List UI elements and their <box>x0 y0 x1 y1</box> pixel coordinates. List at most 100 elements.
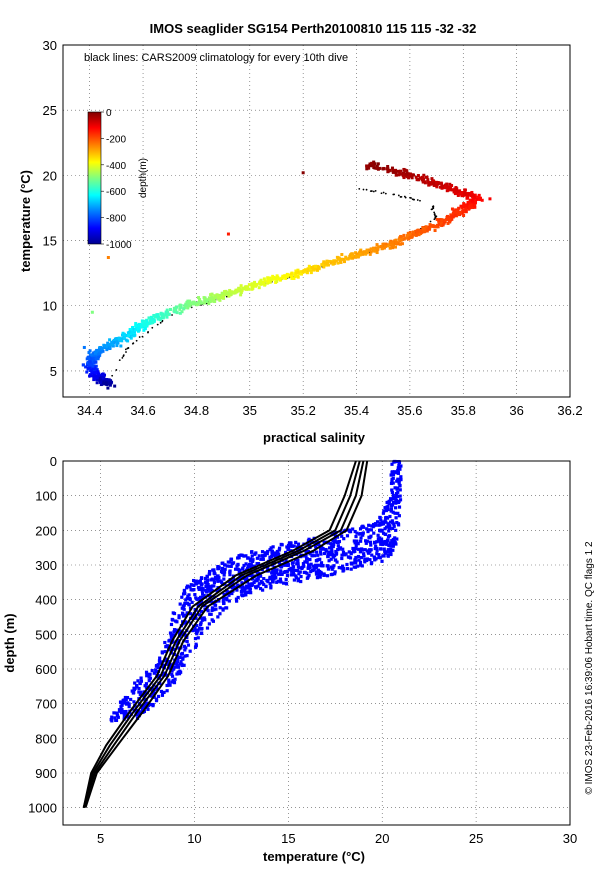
tz-data-point <box>304 557 309 561</box>
ts-data-point <box>85 370 89 374</box>
tz-data-point <box>209 612 213 616</box>
ts-data-point <box>458 211 462 215</box>
ts-data-point <box>314 264 318 268</box>
ts-data-point <box>422 229 426 233</box>
ts-data-point <box>134 328 138 332</box>
ts-data-point <box>449 213 453 217</box>
ts-data-point <box>351 256 355 260</box>
ts-data-point <box>192 302 196 306</box>
ts-data-point <box>281 275 285 279</box>
ts-data-point <box>217 297 221 301</box>
tz-data-point <box>233 567 238 571</box>
tz-data-point <box>224 606 228 610</box>
tz-data-point <box>160 651 165 655</box>
tz-x-tick-label: 10 <box>187 831 201 846</box>
tz-data-point <box>318 575 322 579</box>
tz-data-point <box>222 592 226 596</box>
tz-data-point <box>165 673 169 677</box>
tz-data-point <box>296 578 300 582</box>
tz-data-point <box>241 566 245 570</box>
ts-data-point <box>132 334 136 338</box>
tz-data-point <box>169 633 173 637</box>
ts-climatology-point <box>111 374 114 377</box>
tz-data-point <box>182 644 187 648</box>
tz-data-point <box>390 462 394 466</box>
tz-data-point <box>221 599 225 603</box>
tz-data-point <box>183 601 187 606</box>
ts-y-tick-label: 5 <box>50 364 57 379</box>
ts-data-point <box>103 373 107 377</box>
ts-data-point <box>212 299 216 303</box>
ts-data-point <box>394 170 398 174</box>
ts-data-point <box>275 274 279 278</box>
ts-data-point <box>292 276 296 280</box>
tz-data-point <box>235 588 239 592</box>
ts-data-point <box>198 300 202 304</box>
ts-y-tick-labels: 5 10 15 20 25 30 <box>43 38 57 379</box>
tz-data-point <box>325 574 330 578</box>
tz-data-point <box>236 577 240 582</box>
ts-data-point <box>346 257 350 261</box>
tz-data-point <box>155 664 159 668</box>
tz-data-point <box>375 520 380 524</box>
ts-data-point <box>427 181 431 185</box>
tz-data-point <box>316 563 320 567</box>
tz-data-point <box>240 588 244 593</box>
tz-data-point <box>234 597 239 601</box>
ts-data-point <box>132 329 136 333</box>
ts-data-point <box>209 296 213 300</box>
ts-data-point <box>412 233 416 237</box>
tz-data-point <box>388 524 392 528</box>
ts-data-point <box>434 183 438 187</box>
ts-data-point <box>368 252 372 256</box>
ts-data-point <box>208 300 212 304</box>
tz-x-tick-label: 15 <box>281 831 295 846</box>
tz-data-point <box>229 557 233 561</box>
tz-data-point <box>246 590 251 594</box>
ts-data-point <box>334 259 338 263</box>
colorbar-tick-label: -800 <box>106 214 126 225</box>
ts-data-point <box>142 323 146 327</box>
tz-data-point <box>135 685 139 689</box>
ts-data-point <box>284 275 288 279</box>
tz-data-point <box>225 591 229 595</box>
tz-data-point <box>385 540 389 544</box>
tz-data-point <box>326 567 331 571</box>
tz-data-point <box>181 656 185 660</box>
tz-data-point <box>185 654 189 658</box>
tz-data-point <box>171 611 175 615</box>
tz-data-point <box>333 570 337 574</box>
ts-data-point <box>136 329 140 333</box>
ts-data-point <box>429 182 433 186</box>
tz-data-point <box>391 510 395 514</box>
tz-data-point <box>394 495 398 499</box>
ts-data-point <box>125 333 129 337</box>
ts-climatology-points <box>106 188 438 382</box>
tz-data-point <box>205 626 210 630</box>
tz-data-point <box>191 578 196 583</box>
tz-data-point <box>368 540 373 544</box>
tz-data-point <box>349 567 353 571</box>
ts-data-point <box>113 384 117 388</box>
tz-data-point <box>304 549 308 553</box>
tz-data-point <box>379 537 384 541</box>
tz-data-point <box>204 581 208 585</box>
tz-data-point <box>235 564 239 568</box>
ts-data-point <box>455 189 459 193</box>
tz-data-point <box>314 570 318 574</box>
ts-data-point <box>409 172 413 176</box>
tz-data-point <box>266 549 270 554</box>
ts-data-point <box>263 283 267 287</box>
tz-data-point <box>260 581 265 585</box>
tz-data-point <box>358 527 363 531</box>
tz-data-point <box>223 597 227 601</box>
ts-data-point <box>290 274 294 278</box>
ts-data-point <box>394 238 398 242</box>
tz-data-point <box>175 672 179 676</box>
tz-data-point <box>214 607 218 611</box>
tz-data-point <box>154 670 158 674</box>
ts-data-point <box>350 252 354 256</box>
tz-data-point <box>196 628 200 632</box>
tz-data-point <box>230 561 235 566</box>
ts-data-point <box>273 276 277 280</box>
